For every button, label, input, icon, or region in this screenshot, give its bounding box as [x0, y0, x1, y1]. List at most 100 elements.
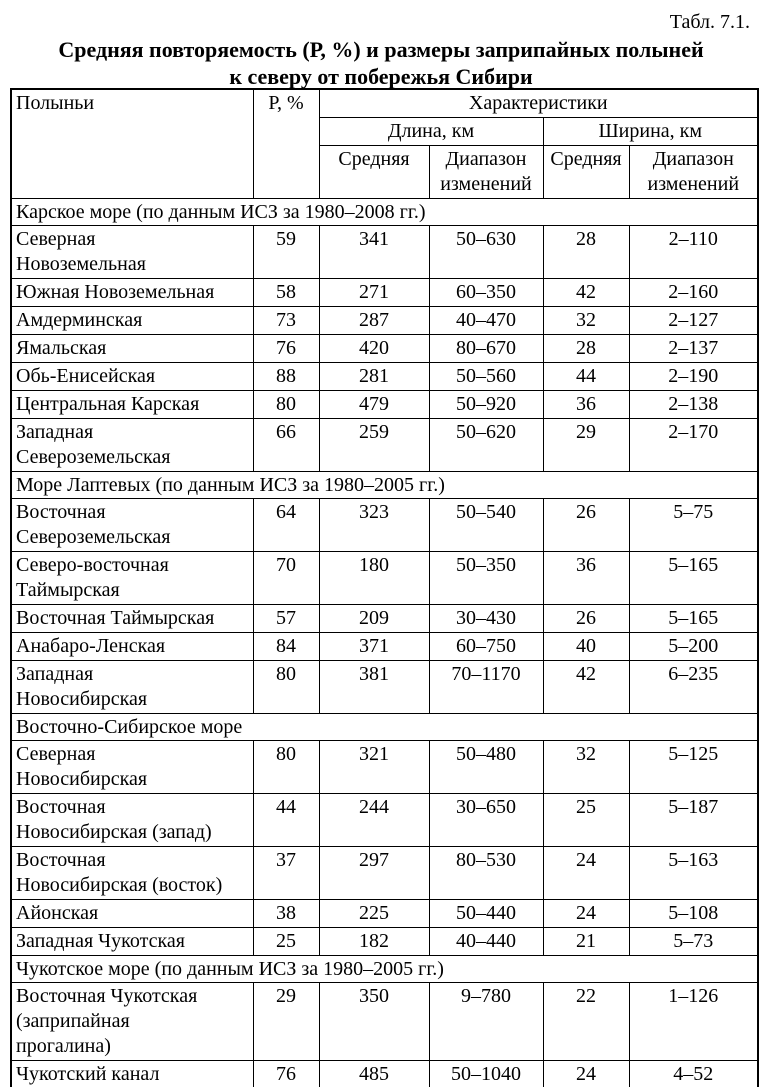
length-range-cell: 50–440	[428, 899, 544, 928]
width-mean-cell: 29	[542, 418, 630, 472]
length-mean-cell: 371	[318, 632, 430, 661]
length-mean-cell: 180	[318, 551, 430, 605]
table-row: Западная Новосибирская 80 381 70–1170 42 6–23…	[10, 660, 759, 714]
length-mean-cell: 259	[318, 418, 430, 472]
polynya-name-cell: Северная Новосибирская	[10, 740, 254, 794]
polynya-name-cell: Ямальская	[10, 334, 254, 363]
table-row: Северная Новосибирская 80 321 50–480 32 5–125	[10, 740, 759, 794]
polynya-name-cell: Обь-Енисейская	[10, 362, 254, 391]
table-row: Чукотский канал 76 485 50–1040 24 4–52	[10, 1060, 759, 1087]
width-range-cell: 5–125	[628, 740, 759, 794]
polynya-name-cell: Амдерминская	[10, 306, 254, 335]
table-row: Обь-Енисейская 88 281 50–560 44 2–190	[10, 362, 759, 391]
p-percent-cell: 29	[252, 982, 320, 1061]
p-percent-cell: 25	[252, 927, 320, 956]
polynya-name-cell: Западная Новосибирская	[10, 660, 254, 714]
p-percent-cell: 80	[252, 740, 320, 794]
table-row: Амдерминская 73 287 40–470 32 2–127	[10, 306, 759, 335]
width-mean-cell: 40	[542, 632, 630, 661]
width-range-cell: 5–163	[628, 846, 759, 900]
length-range-cell: 50–480	[428, 740, 544, 794]
length-mean-cell: 225	[318, 899, 430, 928]
width-range-cell: 5–73	[628, 927, 759, 956]
table-row: Восточная Чукотская (заприпайная прогали…	[10, 982, 759, 1061]
column-header-width-km: Ширина, км	[542, 117, 759, 146]
table-row: Западная Североземельская 66 259 50–620 29 2–…	[10, 418, 759, 472]
width-mean-cell: 22	[542, 982, 630, 1061]
header-row-1: Полыньи Р, % Характеристики	[10, 88, 759, 199]
table-row: Восточная Новосибирская (запад) 44 244 30–6…	[10, 793, 759, 847]
length-mean-cell: 271	[318, 278, 430, 307]
table-row: Анабаро-Ленская 84 371 60–750 40 5–200	[10, 632, 759, 661]
table-row: Восточная Таймырская 57 209 30–430 26 5–165	[10, 604, 759, 633]
column-header-length-mean: Средняя	[318, 145, 430, 199]
polynya-name-cell: Восточная Новосибирская (восток)	[10, 846, 254, 900]
length-mean-cell: 485	[318, 1060, 430, 1087]
length-mean-cell: 287	[318, 306, 430, 335]
width-range-cell: 2–127	[628, 306, 759, 335]
p-percent-cell: 76	[252, 1060, 320, 1087]
table-row: Айонская 38 225 50–440 24 5–108	[10, 899, 759, 928]
p-percent-cell: 88	[252, 362, 320, 391]
width-range-cell: 2–190	[628, 362, 759, 391]
length-mean-cell: 244	[318, 793, 430, 847]
table-row: Южная Новоземельная 58 271 60–350 42 2–160	[10, 278, 759, 307]
width-mean-cell: 24	[542, 1060, 630, 1087]
length-range-cell: 9–780	[428, 982, 544, 1061]
width-range-cell: 6–235	[628, 660, 759, 714]
section-title: Море Лаптевых (по данным ИСЗ за 1980–200…	[10, 471, 759, 499]
section-title: Восточно-Сибирское море	[10, 713, 759, 741]
length-range-cell: 50–620	[428, 418, 544, 472]
section-row: Море Лаптевых (по данным ИСЗ за 1980–200…	[10, 471, 759, 499]
length-range-cell: 50–540	[428, 498, 544, 552]
header-row-3: Средняя Диапазон изменений Средняя Диапа…	[11, 145, 759, 199]
p-percent-cell: 64	[252, 498, 320, 552]
length-mean-cell: 323	[318, 498, 430, 552]
polynya-name-cell: Западная Чукотская	[10, 927, 254, 956]
length-mean-cell: 420	[318, 334, 430, 363]
length-range-cell: 50–350	[428, 551, 544, 605]
width-mean-cell: 42	[542, 278, 630, 307]
width-range-cell: 1–126	[628, 982, 759, 1061]
header-row-2: Длина, км Ширина, км	[11, 117, 759, 146]
p-percent-cell: 59	[252, 225, 320, 279]
width-mean-cell: 24	[542, 846, 630, 900]
width-mean-cell: 32	[542, 306, 630, 335]
width-mean-cell: 32	[542, 740, 630, 794]
length-range-cell: 50–1040	[428, 1060, 544, 1087]
section-title: Чукотское море (по данным ИСЗ за 1980–20…	[10, 955, 759, 983]
width-mean-cell: 36	[542, 551, 630, 605]
table-row: Северная Новоземельная 59 341 50–630 28 2–110	[10, 225, 759, 279]
table-row: Ямальская 76 420 80–670 28 2–137	[10, 334, 759, 363]
length-range-cell: 50–920	[428, 390, 544, 419]
width-mean-cell: 42	[542, 660, 630, 714]
length-range-cell: 60–750	[428, 632, 544, 661]
width-mean-cell: 36	[542, 390, 630, 419]
column-header-characteristics: Характеристики	[318, 88, 759, 118]
section-row: Чукотское море (по данным ИСЗ за 1980–20…	[10, 955, 759, 983]
width-range-cell: 4–52	[628, 1060, 759, 1087]
polynya-name-cell: Анабаро-Ленская	[10, 632, 254, 661]
width-mean-cell: 25	[542, 793, 630, 847]
width-mean-cell: 44	[542, 362, 630, 391]
section-title: Карское море (по данным ИСЗ за 1980–2008…	[10, 198, 759, 226]
width-mean-cell: 21	[542, 927, 630, 956]
p-percent-cell: 38	[252, 899, 320, 928]
polynya-name-cell: Восточная Таймырская	[10, 604, 254, 633]
length-range-cell: 80–530	[428, 846, 544, 900]
width-range-cell: 5–108	[628, 899, 759, 928]
p-percent-cell: 58	[252, 278, 320, 307]
width-range-cell: 2–137	[628, 334, 759, 363]
p-percent-cell: 76	[252, 334, 320, 363]
length-range-cell: 30–430	[428, 604, 544, 633]
column-header-width-mean: Средняя	[542, 145, 630, 199]
length-range-cell: 60–350	[428, 278, 544, 307]
length-mean-cell: 281	[318, 362, 430, 391]
p-percent-cell: 44	[252, 793, 320, 847]
p-percent-cell: 37	[252, 846, 320, 900]
polynya-name-cell: Южная Новоземельная	[10, 278, 254, 307]
polynya-name-cell: Восточная Новосибирская (запад)	[10, 793, 254, 847]
length-range-cell: 30–650	[428, 793, 544, 847]
p-percent-cell: 57	[252, 604, 320, 633]
